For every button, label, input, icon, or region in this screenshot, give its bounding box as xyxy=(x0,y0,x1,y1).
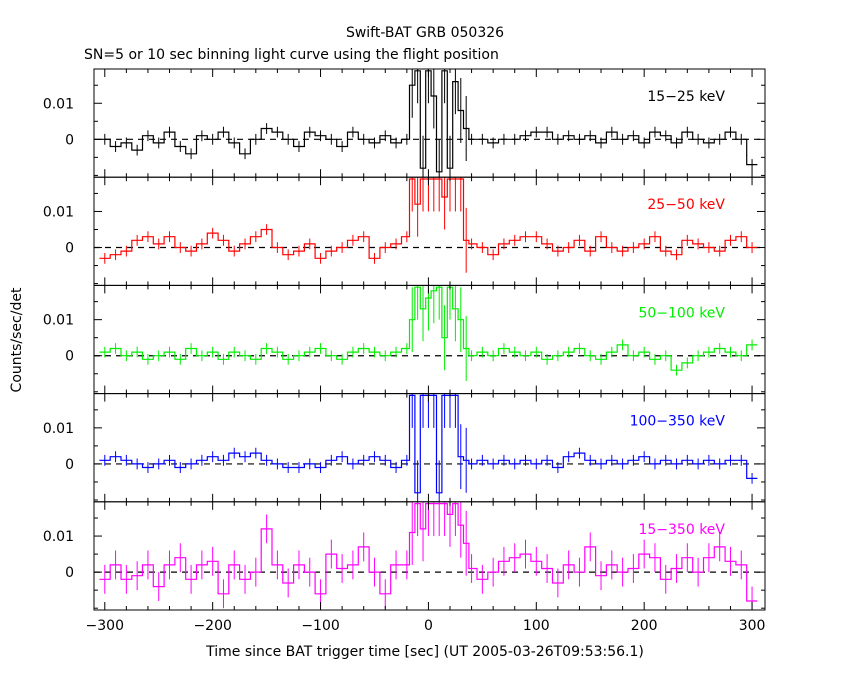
series-line-0 xyxy=(99,70,758,173)
chart-title: Swift-BAT GRB 050326 xyxy=(346,25,504,41)
panel-0: 0 0.01 15−25 keV xyxy=(43,68,766,178)
panel-4: 0 0.01 15−350 keV xyxy=(43,501,766,611)
y-tick-label: 0 xyxy=(65,132,74,148)
y-tick-label: 0.01 xyxy=(43,529,74,545)
x-tick-label: −100 xyxy=(301,618,339,634)
y-axis-label: Counts/sec/det xyxy=(9,287,25,392)
panel-frame xyxy=(93,176,766,286)
y-tick-label: 0 xyxy=(65,565,74,581)
x-tick-label: 0 xyxy=(424,618,433,634)
panel-frame xyxy=(93,68,766,178)
panel-frame xyxy=(93,501,766,611)
panel-label: 15−350 keV xyxy=(638,522,725,538)
x-tick-label: −200 xyxy=(193,618,231,634)
y-tick-label: 0.01 xyxy=(43,421,74,437)
panel-2: 0 0.01 50−100 keV xyxy=(43,284,766,395)
panel-frame xyxy=(93,284,766,395)
y-tick-label: 0 xyxy=(65,349,74,365)
x-tick-label: −300 xyxy=(86,618,124,634)
x-tick-label: 100 xyxy=(523,618,550,634)
x-tick-labels: −300 −200 −100 0 100 200 300 xyxy=(86,618,766,634)
panel-3: 0 0.01 100−350 keV xyxy=(43,393,766,503)
x-axis-label: Time since BAT trigger time [sec] (UT 20… xyxy=(205,644,644,660)
y-tick-label: 0 xyxy=(65,241,74,257)
y-tick-label: 0.01 xyxy=(43,96,74,112)
y-tick-label: 0 xyxy=(65,457,74,473)
y-tick-label: 0.01 xyxy=(43,204,74,220)
x-tick-label: 300 xyxy=(739,618,766,634)
y-tick-label: 0.01 xyxy=(43,313,74,329)
panel-1: 0 0.01 25−50 keV xyxy=(43,176,766,286)
panel-frame xyxy=(93,393,766,503)
panels: 0 0.01 15−25 keV 0 0.01 25−50 keV 0 0.01 50−100 … xyxy=(43,68,766,611)
panel-label: 25−50 keV xyxy=(647,197,725,213)
x-tick-label: 200 xyxy=(631,618,658,634)
panel-label: 100−350 keV xyxy=(630,414,726,430)
panel-label: 15−25 keV xyxy=(647,89,725,105)
chart-subtitle: SN=5 or 10 sec binning light curve using… xyxy=(84,47,499,63)
panel-label: 50−100 keV xyxy=(638,305,725,321)
